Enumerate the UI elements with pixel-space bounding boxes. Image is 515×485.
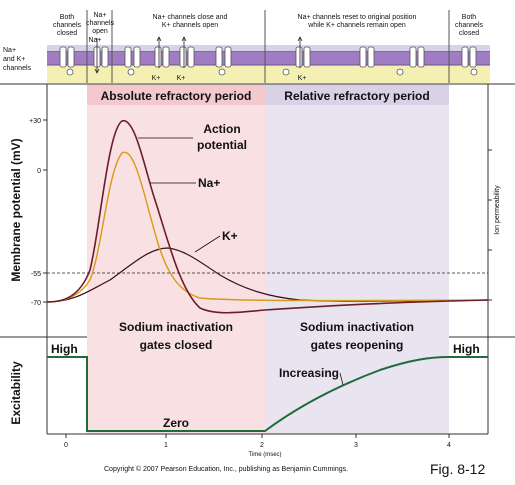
action-potential-label-2: potential (197, 138, 247, 152)
channel-side-label-2: and K+ (3, 56, 25, 63)
phase1-line2: channels (53, 22, 82, 29)
action-potential-curve (46, 120, 489, 314)
x-tick-3: 3 (354, 442, 358, 449)
channel-side-label-1: Na+ (3, 47, 16, 54)
phase3-line2: K+ channels open (162, 22, 218, 29)
phase2-line2: channels (86, 20, 115, 27)
increasing-leader (339, 372, 344, 386)
x-axis-label: Time (msec) (248, 452, 281, 458)
x-ticks (65, 434, 450, 438)
relative-refractory-bg (265, 84, 449, 434)
y-tick-plus30: +30 (29, 118, 41, 125)
figure-number: Fig. 8-12 (430, 461, 485, 477)
x-tick-2: 2 (260, 442, 264, 449)
ion-permeability-axis-label: Ion permeability (494, 185, 501, 235)
excitability-zero: Zero (163, 416, 189, 430)
phase4-line1: Na+ channels reset to original position (298, 14, 417, 21)
sodium-abs-line2: gates closed (140, 338, 213, 352)
membrane-potential-panel: Absolute refractory period Relative refr… (0, 83, 515, 434)
excitability-high-left: High (51, 342, 78, 356)
ion-arrows (94, 36, 303, 74)
phase2-ion: Na+ (88, 37, 101, 44)
phase3-ion-b: K+ (177, 75, 186, 82)
excitability-panel: Excitability High High Zero Increasing (0, 336, 515, 435)
na-curve-label: Na+ (198, 176, 220, 190)
y-tick-0: 0 (37, 168, 41, 175)
y-tick-minus55: -55 (31, 271, 41, 278)
phase3-ion-a: K+ (152, 75, 161, 82)
copyright-text: Copyright © 2007 Pearson Education, Inc.… (104, 465, 348, 473)
excitability-increasing: Increasing (279, 366, 339, 380)
absolute-refractory-bg (87, 84, 265, 434)
action-potential-label-1: Action (203, 122, 240, 136)
phase2-line1: Na+ (93, 12, 106, 19)
phase1-line1: Both (60, 14, 75, 21)
na-permeability-curve (46, 151, 489, 303)
x-tick-1: 1 (164, 442, 168, 449)
k-curve-label: K+ (222, 229, 238, 243)
membrane-top-light (47, 45, 490, 51)
relative-title-bg (265, 85, 449, 105)
phase5-line3: closed (459, 30, 479, 37)
phase4-line2: while K+ channels remain open (307, 22, 406, 29)
channel-side-label-3: channels (3, 65, 32, 72)
absolute-title-bg (87, 85, 265, 105)
phase4-ion: K+ (298, 75, 307, 82)
sodium-rel-line2: gates reopening (311, 338, 404, 352)
excitability-curve (47, 356, 488, 432)
y-ticks (43, 119, 492, 303)
phase1-line3: closed (57, 30, 77, 37)
sodium-abs-line1: Sodium inactivation (119, 320, 233, 334)
membrane-potential-axis-label: Membrane potential (mV) (9, 138, 23, 281)
phase5-line1: Both (462, 14, 477, 21)
excitability-high-right: High (453, 342, 480, 356)
relative-refractory-title: Relative refractory period (284, 89, 429, 103)
y-tick-minus70: -70 (31, 300, 41, 307)
x-tick-0: 0 (64, 442, 68, 449)
k-label-leader (194, 235, 221, 253)
channel-panel: Na+ and K+ channels Both channels closed… (3, 10, 490, 83)
phase5-line2: channels (455, 22, 484, 29)
x-tick-4: 4 (447, 442, 451, 449)
sodium-rel-line1: Sodium inactivation (300, 320, 414, 334)
x-axis: 0 1 2 3 4 Time (msec) (64, 434, 451, 458)
excitability-axis-label: Excitability (9, 361, 23, 425)
phase3-line1: Na+ channels close and (153, 14, 228, 21)
phase2-line3: open (92, 28, 108, 35)
absolute-refractory-title: Absolute refractory period (101, 89, 252, 103)
